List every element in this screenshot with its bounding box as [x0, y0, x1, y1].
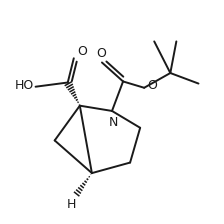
Text: HO: HO — [14, 79, 34, 92]
Text: O: O — [77, 45, 87, 58]
Text: O: O — [96, 47, 106, 60]
Text: O: O — [148, 79, 157, 92]
Text: N: N — [108, 116, 118, 129]
Text: H: H — [67, 198, 76, 211]
